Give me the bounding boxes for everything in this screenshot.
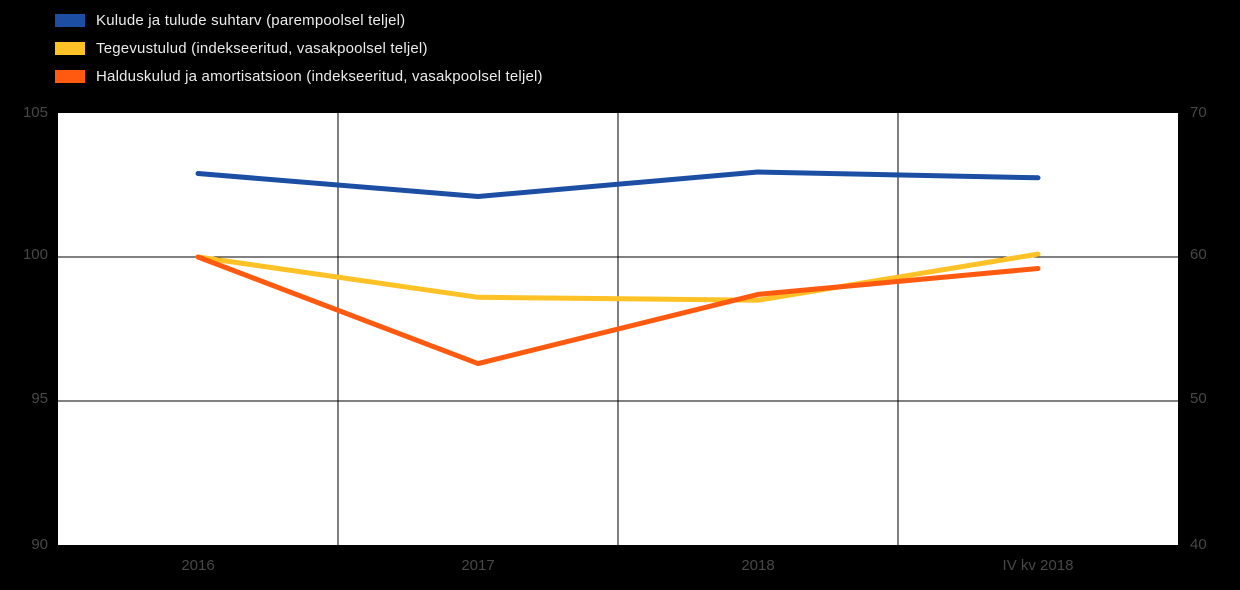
x-axis-tick-2016: 2016 [181,557,215,574]
legend-swatch-orange [55,69,85,83]
right-axis-tick-60: 60 [1190,246,1207,263]
series-line-operating-income [195,251,1041,303]
right-axis-tick-40: 40 [1190,536,1207,553]
left-axis-tick-90: 90 [31,536,48,553]
x-axis-tick-2018: 2018 [741,557,775,574]
legend-label-operating-income: Tegevustulud (indekseeritud, vasakpoolse… [96,39,428,57]
right-axis-tick-70: 70 [1190,104,1207,121]
legend-item-operating-income: Tegevustulud (indekseeritud, vasakpoolse… [55,34,543,62]
left-axis-tick-105: 105 [22,104,48,121]
legend-label-admin-costs: Halduskulud ja amortisatsioon (indekseer… [96,67,543,85]
legend-label-cost-income-ratio: Kulude ja tulude suhtarv (parempoolsel t… [96,11,406,29]
legend-item-admin-costs: Halduskulud ja amortisatsioon (indekseer… [55,62,543,90]
chart-svg [58,113,1178,545]
legend-swatch-yellow [55,41,85,55]
left-axis-tick-95: 95 [31,390,48,407]
series-line-admin-costs [195,254,1041,367]
x-axis-tick-2017: 2017 [461,557,495,574]
chart-legend: Kulude ja tulude suhtarv (parempoolsel t… [55,6,543,90]
x-axis-tick-iv-kv-2018: IV kv 2018 [1002,557,1074,574]
left-axis-tick-100: 100 [22,246,48,263]
legend-swatch-blue [55,13,85,27]
series-line-cost-income-ratio [195,169,1041,199]
right-axis-tick-50: 50 [1190,390,1207,407]
legend-item-cost-income-ratio: Kulude ja tulude suhtarv (parempoolsel t… [55,6,543,34]
plot-area [58,113,1178,545]
